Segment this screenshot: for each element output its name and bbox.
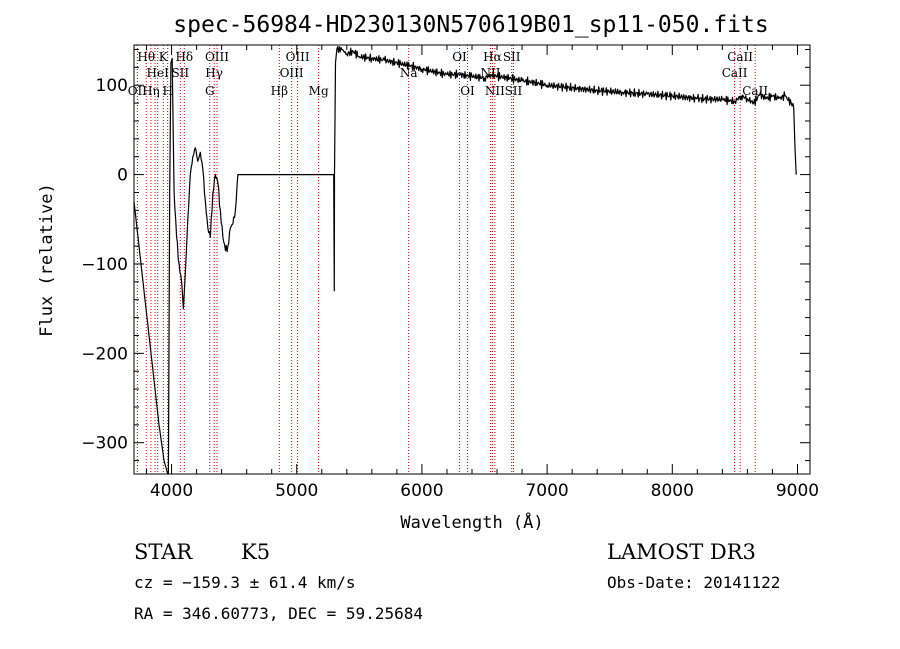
plot-frame bbox=[133, 44, 811, 475]
y-tick-label: 100 bbox=[96, 76, 128, 96]
survey-name: LAMOST DR3 bbox=[607, 540, 756, 564]
line-label: Hθ bbox=[137, 50, 155, 64]
line-label: SII bbox=[505, 84, 523, 98]
line-label: SII bbox=[503, 50, 521, 64]
line-label: Na bbox=[400, 66, 418, 80]
y-tick-label: −100 bbox=[81, 255, 128, 275]
line-label: Hγ bbox=[205, 66, 223, 80]
line-label: OI bbox=[460, 84, 475, 98]
spectral-line-labels: OII Hθ Hη HeI K H SII Hδ G Hγ OIII Hβ OIII OIII Mg Na OI… bbox=[128, 50, 769, 98]
line-label: Hβ bbox=[271, 84, 288, 98]
spectral-line-markers bbox=[136, 45, 756, 474]
line-label: OIII bbox=[286, 50, 310, 64]
line-label: Hα bbox=[483, 50, 502, 64]
line-label: NII bbox=[485, 84, 505, 98]
line-label: OI bbox=[452, 50, 467, 64]
line-label: SII bbox=[171, 66, 189, 80]
line-label: OIII bbox=[280, 66, 304, 80]
plot-border bbox=[133, 44, 811, 475]
line-label: Hη bbox=[142, 84, 160, 98]
line-label: CaII bbox=[742, 84, 768, 98]
axis-ticks: 4000 5000 6000 7000 8000 9000 −300 −200 −100 0 100 bbox=[81, 45, 819, 501]
redshift-velocity: cz = −159.3 ± 61.4 km/s bbox=[134, 573, 356, 592]
y-tick-label: 0 bbox=[117, 166, 128, 186]
x-tick-label: 8000 bbox=[651, 481, 694, 501]
x-tick-label: 7000 bbox=[525, 481, 568, 501]
line-label: K bbox=[159, 50, 169, 64]
object-class: STAR bbox=[134, 540, 193, 564]
line-label: Hδ bbox=[175, 50, 193, 64]
flux-series bbox=[133, 46, 797, 475]
line-label: OII bbox=[128, 84, 148, 98]
y-axis-label: Flux (relative) bbox=[37, 183, 57, 337]
flux-line bbox=[133, 46, 797, 475]
line-label: CaII bbox=[727, 50, 753, 64]
x-tick-label: 5000 bbox=[275, 481, 318, 501]
coordinates: RA = 346.60773, DEC = 59.25684 bbox=[134, 604, 423, 623]
line-label: CaII bbox=[722, 66, 748, 80]
line-label: Mg bbox=[309, 84, 329, 98]
line-label: HeI bbox=[147, 66, 170, 80]
x-axis-label: Wavelength (Å) bbox=[400, 511, 543, 533]
y-tick-label: −200 bbox=[81, 344, 128, 364]
x-tick-label: 4000 bbox=[150, 481, 193, 501]
line-label: NII bbox=[481, 66, 501, 80]
x-tick-label: 6000 bbox=[400, 481, 443, 501]
object-subclass: K5 bbox=[241, 540, 271, 564]
line-label: OIII bbox=[205, 50, 229, 64]
line-label: H bbox=[162, 84, 172, 98]
x-tick-label: 9000 bbox=[776, 481, 819, 501]
observation-date: Obs-Date: 20141122 bbox=[607, 573, 781, 592]
y-tick-label: −300 bbox=[81, 434, 128, 454]
line-label: G bbox=[205, 84, 215, 98]
chart-title: spec-56984-HD230130N570619B01_sp11-050.f… bbox=[173, 12, 768, 38]
